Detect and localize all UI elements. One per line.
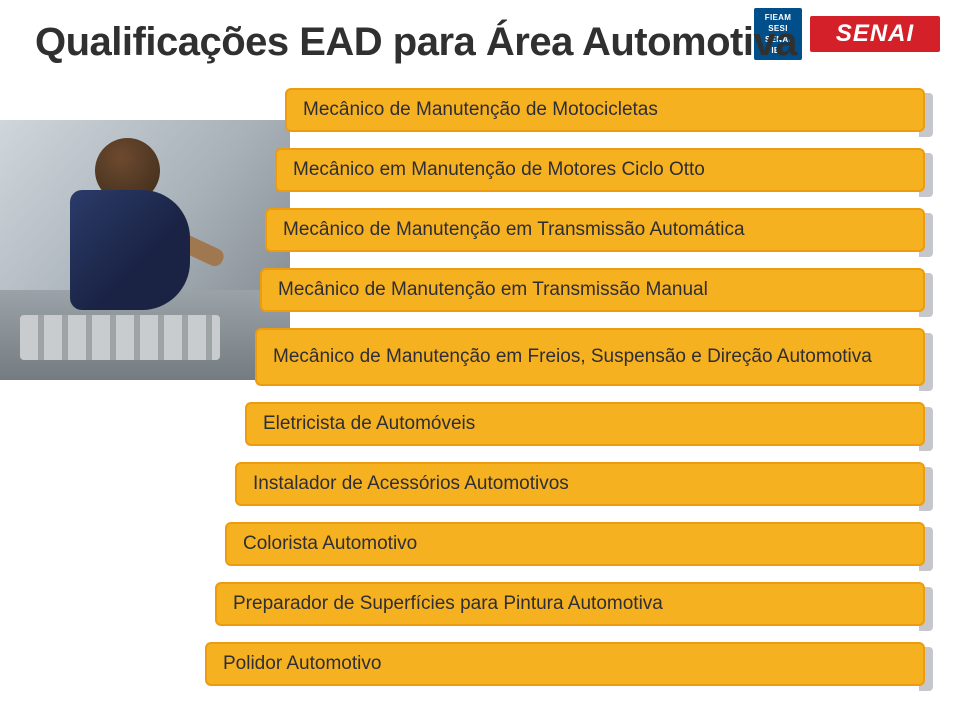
qualification-label: Colorista Automotivo (243, 533, 417, 555)
qualification-item: Preparador de Superfícies para Pintura A… (215, 582, 925, 626)
qualification-bar: Mecânico de Manutenção em Transmissão Ma… (260, 268, 925, 312)
qualification-label: Instalador de Acessórios Automotivos (253, 473, 569, 495)
qualification-label: Eletricista de Automóveis (263, 413, 475, 435)
qualification-item: Colorista Automotivo (225, 522, 925, 566)
qualification-item: Mecânico em Manutenção de Motores Ciclo … (275, 148, 925, 192)
page-title: Qualificações EAD para Área Automotiva (35, 20, 797, 65)
qualification-bar: Preparador de Superfícies para Pintura A… (215, 582, 925, 626)
qualification-item: Mecânico de Manutenção de Motocicletas (285, 88, 925, 132)
qualification-item: Mecânico de Manutenção em Transmissão Au… (265, 208, 925, 252)
qualification-bar: Instalador de Acessórios Automotivos (235, 462, 925, 506)
qualification-label: Mecânico em Manutenção de Motores Ciclo … (293, 159, 705, 181)
qualification-label: Mecânico de Manutenção em Freios, Suspen… (273, 345, 872, 369)
qualification-bar: Polidor Automotivo (205, 642, 925, 686)
qualification-item: Eletricista de Automóveis (245, 402, 925, 446)
qualification-list: Mecânico de Manutenção de Motocicletas Me… (235, 88, 925, 702)
qualification-bar: Mecânico de Manutenção de Motocicletas (285, 88, 925, 132)
qualification-item: Instalador de Acessórios Automotivos (235, 462, 925, 506)
senai-logo: SENAI (810, 16, 940, 52)
qualification-label: Mecânico de Manutenção em Transmissão Au… (283, 219, 745, 241)
qualification-item: Mecânico de Manutenção em Freios, Suspen… (255, 328, 925, 386)
qualification-label: Mecânico de Manutenção de Motocicletas (303, 99, 658, 121)
qualification-label: Polidor Automotivo (223, 653, 381, 675)
qualification-item: Mecânico de Manutenção em Transmissão Ma… (260, 268, 925, 312)
qualification-item: Polidor Automotivo (205, 642, 925, 686)
qualification-bar: Mecânico de Manutenção em Transmissão Au… (265, 208, 925, 252)
qualification-label: Preparador de Superfícies para Pintura A… (233, 593, 663, 615)
qualification-bar: Mecânico de Manutenção em Freios, Suspen… (255, 328, 925, 386)
qualification-label: Mecânico de Manutenção em Transmissão Ma… (278, 279, 708, 301)
qualification-bar: Mecânico em Manutenção de Motores Ciclo … (275, 148, 925, 192)
qualification-bar: Colorista Automotivo (225, 522, 925, 566)
qualification-bar: Eletricista de Automóveis (245, 402, 925, 446)
